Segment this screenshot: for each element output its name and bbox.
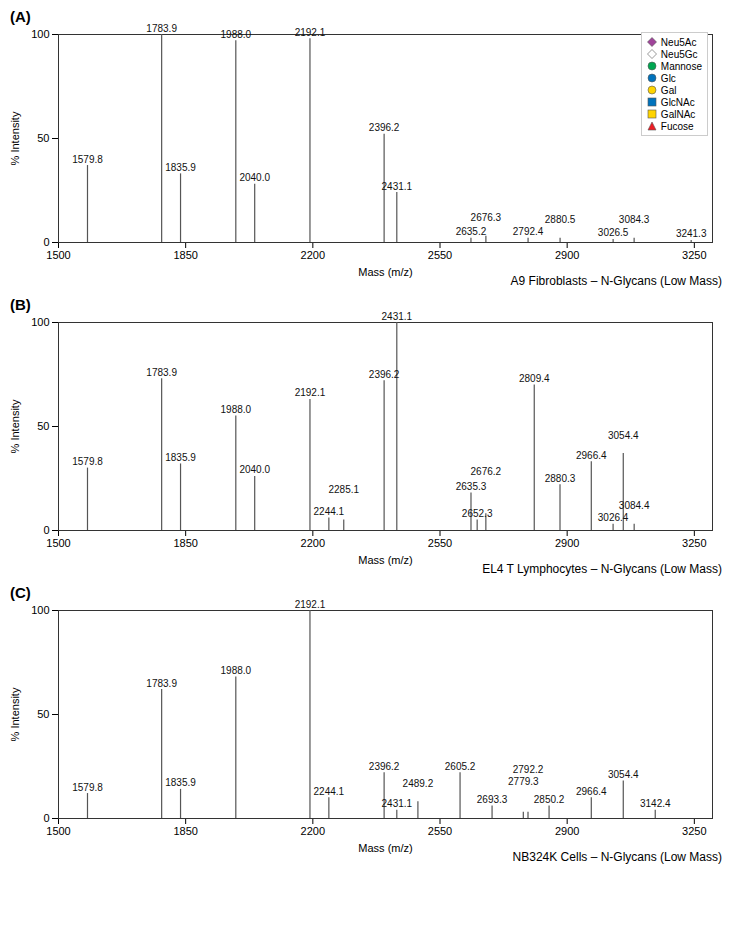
svg-text:3054.4: 3054.4 xyxy=(608,769,639,780)
svg-text:2396.2: 2396.2 xyxy=(369,122,400,133)
svg-text:3142.4: 3142.4 xyxy=(640,798,671,809)
svg-text:2652.3: 2652.3 xyxy=(462,508,493,519)
svg-text:50: 50 xyxy=(37,420,49,432)
svg-text:2200: 2200 xyxy=(301,825,325,837)
svg-text:1500: 1500 xyxy=(46,537,70,549)
svg-text:3250: 3250 xyxy=(682,537,706,549)
svg-text:3250: 3250 xyxy=(682,249,706,261)
html-text:(A): (A) xyxy=(10,8,31,25)
svg-text:2550: 2550 xyxy=(428,537,452,549)
svg-text:2966.4: 2966.4 xyxy=(576,450,607,461)
svg-text:2550: 2550 xyxy=(428,825,452,837)
svg-text:1850: 1850 xyxy=(173,249,197,261)
svg-text:2192.1: 2192.1 xyxy=(295,27,326,38)
html-text:GlcNAc: GlcNAc xyxy=(660,96,695,108)
html-text:Neu5Gc: Neu5Gc xyxy=(660,48,698,60)
svg-text:3084.4: 3084.4 xyxy=(619,500,650,511)
html-text:Neu5Ac: Neu5Ac xyxy=(660,36,697,48)
html-text:EL4 T Lymphocytes – N-Glycans: EL4 T Lymphocytes – N-Glycans (Low Mass) xyxy=(482,562,722,576)
html-text:(C): (C) xyxy=(10,584,31,601)
svg-text:1988.0: 1988.0 xyxy=(221,404,252,415)
svg-text:1579.8: 1579.8 xyxy=(72,782,103,793)
svg-text:2396.2: 2396.2 xyxy=(369,761,400,772)
svg-text:2792.4: 2792.4 xyxy=(513,226,544,237)
svg-text:100: 100 xyxy=(31,28,49,40)
svg-text:1783.9: 1783.9 xyxy=(146,678,177,689)
svg-text:1783.9: 1783.9 xyxy=(146,367,177,378)
svg-text:2900: 2900 xyxy=(555,825,579,837)
svg-text:1500: 1500 xyxy=(46,825,70,837)
svg-text:0: 0 xyxy=(43,236,49,248)
svg-text:2550: 2550 xyxy=(428,249,452,261)
svg-text:2244.1: 2244.1 xyxy=(314,786,345,797)
svg-text:100: 100 xyxy=(31,604,49,616)
svg-text:Mass (m/z): Mass (m/z) xyxy=(358,554,412,566)
svg-text:% Intensity: % Intensity xyxy=(9,687,21,741)
svg-text:1850: 1850 xyxy=(173,537,197,549)
svg-text:2792.2: 2792.2 xyxy=(513,764,544,775)
svg-text:1783.9: 1783.9 xyxy=(146,23,177,34)
svg-text:2285.1: 2285.1 xyxy=(328,484,359,495)
svg-text:2192.1: 2192.1 xyxy=(295,599,326,610)
svg-text:1835.9: 1835.9 xyxy=(165,777,196,788)
svg-text:2635.3: 2635.3 xyxy=(456,481,487,492)
svg-text:2396.2: 2396.2 xyxy=(369,369,400,380)
svg-text:% Intensity: % Intensity xyxy=(9,399,21,453)
svg-text:3250: 3250 xyxy=(682,825,706,837)
svg-text:2040.0: 2040.0 xyxy=(239,172,270,183)
svg-text:2431.1: 2431.1 xyxy=(382,311,413,322)
svg-text:1988.0: 1988.0 xyxy=(221,665,252,676)
svg-text:2200: 2200 xyxy=(301,249,325,261)
html-text:Mannose: Mannose xyxy=(660,60,702,72)
svg-text:2431.1: 2431.1 xyxy=(382,181,413,192)
svg-text:2779.3: 2779.3 xyxy=(508,776,539,787)
svg-text:2431.1: 2431.1 xyxy=(382,798,413,809)
svg-text:Mass (m/z): Mass (m/z) xyxy=(358,266,412,278)
svg-text:50: 50 xyxy=(37,132,49,144)
svg-text:2900: 2900 xyxy=(555,249,579,261)
svg-text:2880.5: 2880.5 xyxy=(545,214,576,225)
svg-text:50: 50 xyxy=(37,708,49,720)
svg-text:0: 0 xyxy=(43,524,49,536)
svg-text:1579.8: 1579.8 xyxy=(72,154,103,165)
svg-text:2676.3: 2676.3 xyxy=(471,212,502,223)
html-text:Glc: Glc xyxy=(660,72,676,84)
svg-text:2693.3: 2693.3 xyxy=(477,794,508,805)
svg-text:2966.4: 2966.4 xyxy=(576,786,607,797)
svg-text:2605.2: 2605.2 xyxy=(445,761,476,772)
svg-text:3054.4: 3054.4 xyxy=(608,430,639,441)
svg-text:3241.3: 3241.3 xyxy=(676,228,707,239)
svg-text:100: 100 xyxy=(31,316,49,328)
svg-text:2040.0: 2040.0 xyxy=(239,464,270,475)
svg-text:3084.3: 3084.3 xyxy=(619,214,650,225)
svg-text:3026.4: 3026.4 xyxy=(598,512,629,523)
svg-text:2880.3: 2880.3 xyxy=(545,473,576,484)
svg-text:1579.8: 1579.8 xyxy=(72,456,103,467)
html-text:(B): (B) xyxy=(10,296,31,313)
svg-text:2192.1: 2192.1 xyxy=(295,387,326,398)
html-text:GalNAc: GalNAc xyxy=(660,108,696,120)
html-text:Gal: Gal xyxy=(660,84,677,96)
svg-text:0: 0 xyxy=(43,812,49,824)
svg-text:2244.1: 2244.1 xyxy=(314,506,345,517)
svg-text:1850: 1850 xyxy=(173,825,197,837)
html-text:Fucose: Fucose xyxy=(660,120,694,132)
svg-text:Mass (m/z): Mass (m/z) xyxy=(358,842,412,854)
html-text:NB324K Cells – N-Glycans (Low: NB324K Cells – N-Glycans (Low Mass) xyxy=(512,850,722,864)
svg-text:2489.2: 2489.2 xyxy=(403,778,434,789)
svg-text:2200: 2200 xyxy=(301,537,325,549)
svg-text:2635.2: 2635.2 xyxy=(456,226,487,237)
svg-text:1500: 1500 xyxy=(46,249,70,261)
svg-text:1835.9: 1835.9 xyxy=(165,162,196,173)
svg-text:2676.2: 2676.2 xyxy=(471,466,502,477)
svg-text:2900: 2900 xyxy=(555,537,579,549)
html-text:A9 Fibroblasts – N-Glycans (Lo: A9 Fibroblasts – N-Glycans (Low Mass) xyxy=(510,274,722,288)
svg-text:2809.4: 2809.4 xyxy=(519,373,550,384)
svg-text:1835.9: 1835.9 xyxy=(165,452,196,463)
svg-text:3026.5: 3026.5 xyxy=(598,227,629,238)
svg-text:% Intensity: % Intensity xyxy=(9,111,21,165)
svg-text:2850.2: 2850.2 xyxy=(534,794,565,805)
svg-text:1988.0: 1988.0 xyxy=(221,29,252,40)
